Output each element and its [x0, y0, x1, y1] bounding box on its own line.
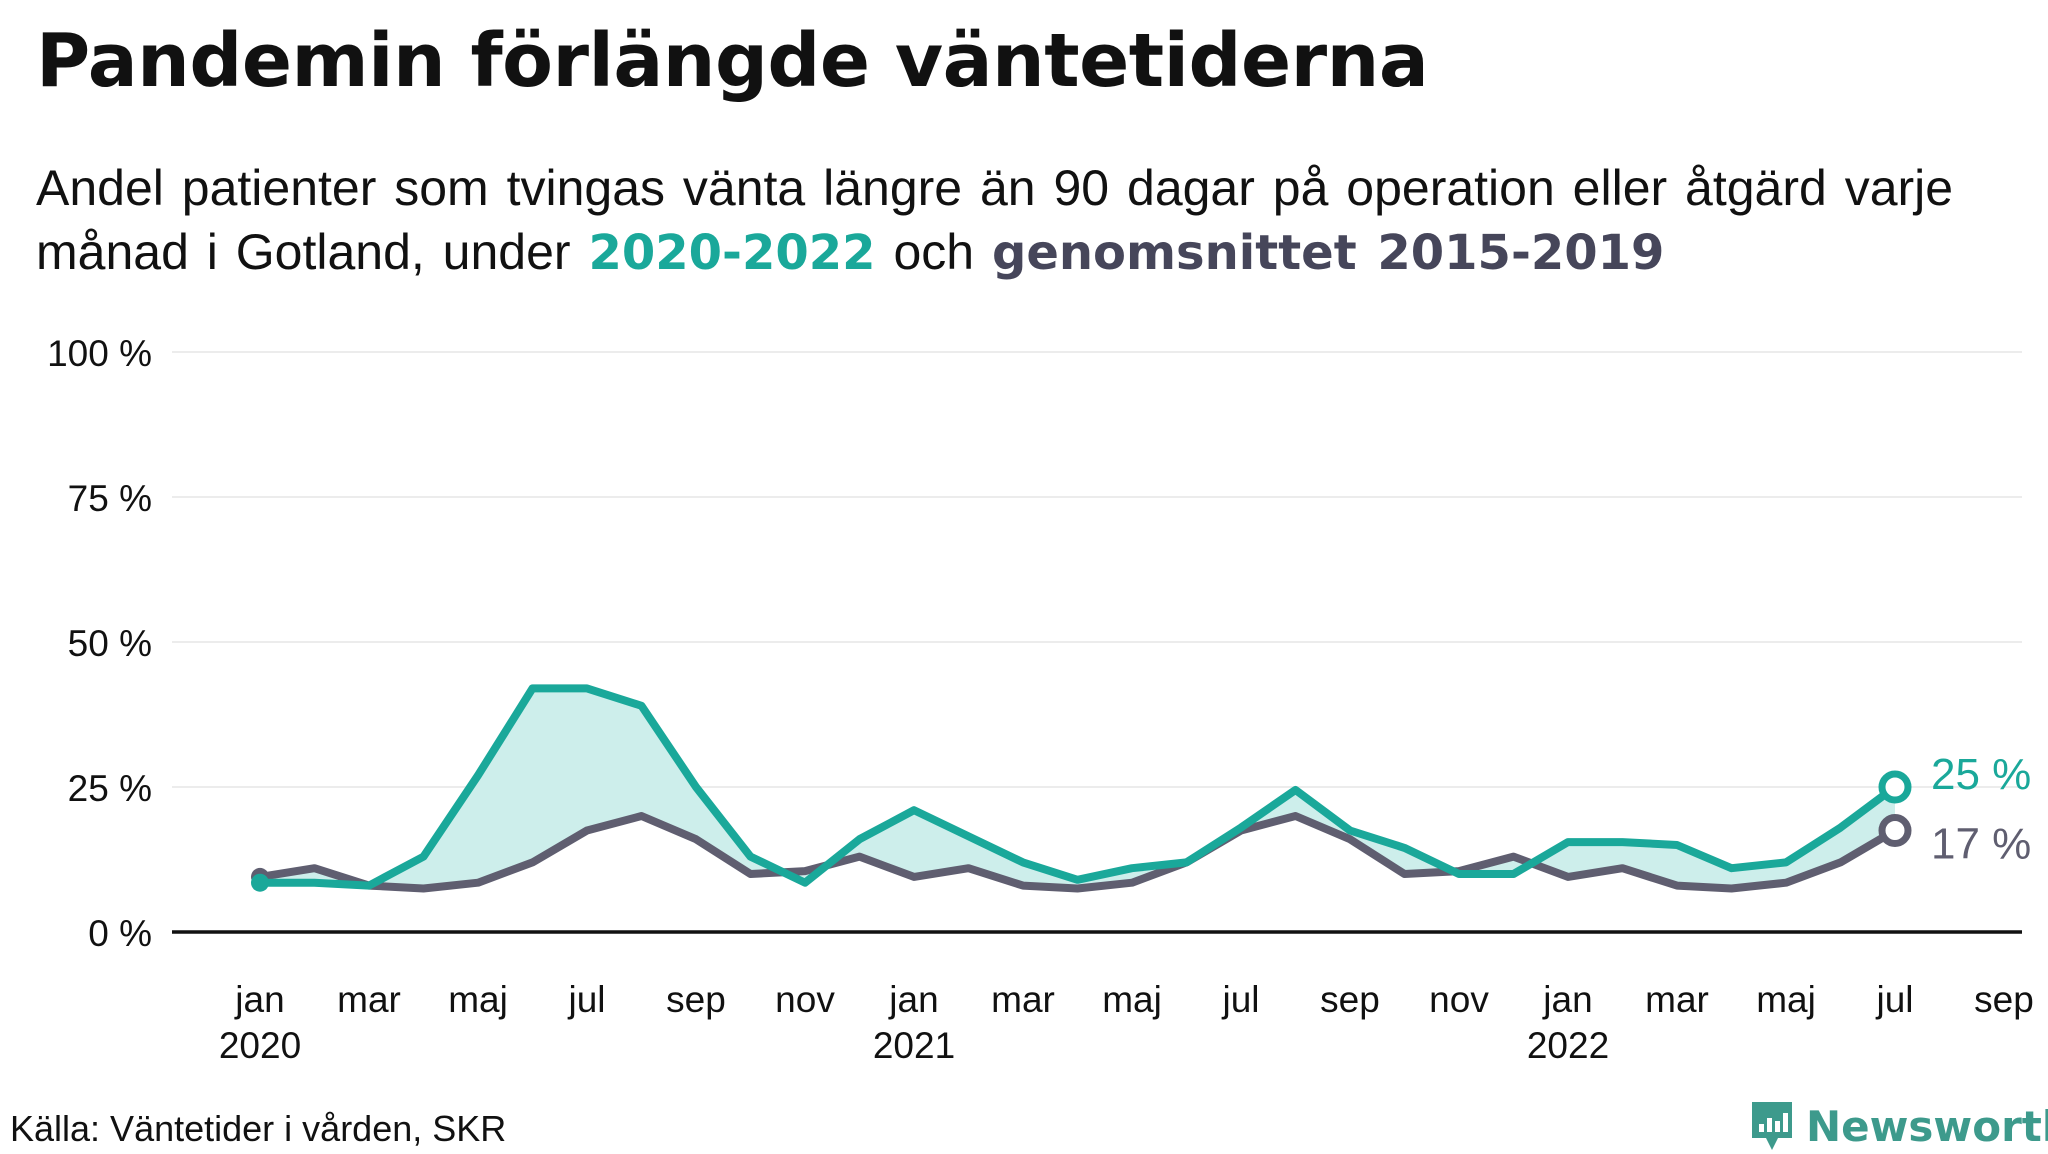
- x-tick-label: jul: [1221, 979, 1259, 1020]
- y-tick-label: 100 %: [47, 333, 152, 374]
- x-tick-label: jan: [1542, 979, 1592, 1020]
- series-start-point-current: [251, 873, 269, 892]
- brand-name: Newsworthy: [1806, 1101, 2048, 1151]
- x-tick-label: nov: [1429, 979, 1489, 1020]
- x-tick-label: sep: [1320, 979, 1380, 1020]
- y-tick-label: 25 %: [68, 768, 152, 809]
- chart-subtitle: Andel patienter som tvingas vänta längre…: [36, 156, 2036, 285]
- series-end-label-current: 25 %: [1931, 750, 2031, 799]
- x-tick-year-label: 2021: [873, 1025, 955, 1066]
- x-tick-label: mar: [337, 979, 401, 1020]
- x-tick-label: mar: [991, 979, 1055, 1020]
- subtitle-text: Andel patienter som tvingas vänta längre…: [36, 160, 1954, 280]
- x-tick-year-label: 2022: [1527, 1025, 1609, 1066]
- subtitle-connector: och: [875, 224, 992, 280]
- series-line-current: [256, 684, 1899, 890]
- source-note: Källa: Väntetider i vården, SKR: [10, 1108, 507, 1149]
- x-tick-label: sep: [1974, 979, 2034, 1020]
- brand-logo: Newsworthy: [1748, 1098, 2048, 1154]
- x-tick-label: jul: [567, 979, 605, 1020]
- x-tick-label: maj: [1102, 979, 1162, 1020]
- x-tick-label: jan: [888, 979, 938, 1020]
- x-tick-label: jan: [234, 979, 284, 1020]
- y-tick-label: 0 %: [88, 913, 152, 954]
- x-tick-label: jul: [1875, 979, 1913, 1020]
- subtitle-series-average: genomsnittet 2015-2019: [991, 225, 1665, 281]
- difference-area: [260, 688, 1895, 889]
- series-end-point-current: [1878, 770, 1912, 804]
- series-line-average: [256, 812, 1899, 893]
- x-tick-label: mar: [1645, 979, 1709, 1020]
- x-tick-year-label: 2020: [219, 1025, 301, 1066]
- chart-title: Pandemin förlängde väntetiderna: [36, 18, 1429, 104]
- series-end-point-average: [1878, 814, 1912, 847]
- x-tick-label: nov: [775, 979, 835, 1020]
- newsworthy-logo-icon: [1752, 1102, 1792, 1150]
- y-tick-label: 50 %: [68, 623, 152, 664]
- x-tick-label: sep: [666, 979, 726, 1020]
- x-tick-label: maj: [448, 979, 508, 1020]
- y-tick-label: 75 %: [68, 478, 152, 519]
- series-end-label-average: 17 %: [1931, 820, 2031, 869]
- subtitle-series-current: 2020-2022: [588, 225, 876, 281]
- x-tick-label: maj: [1756, 979, 1816, 1020]
